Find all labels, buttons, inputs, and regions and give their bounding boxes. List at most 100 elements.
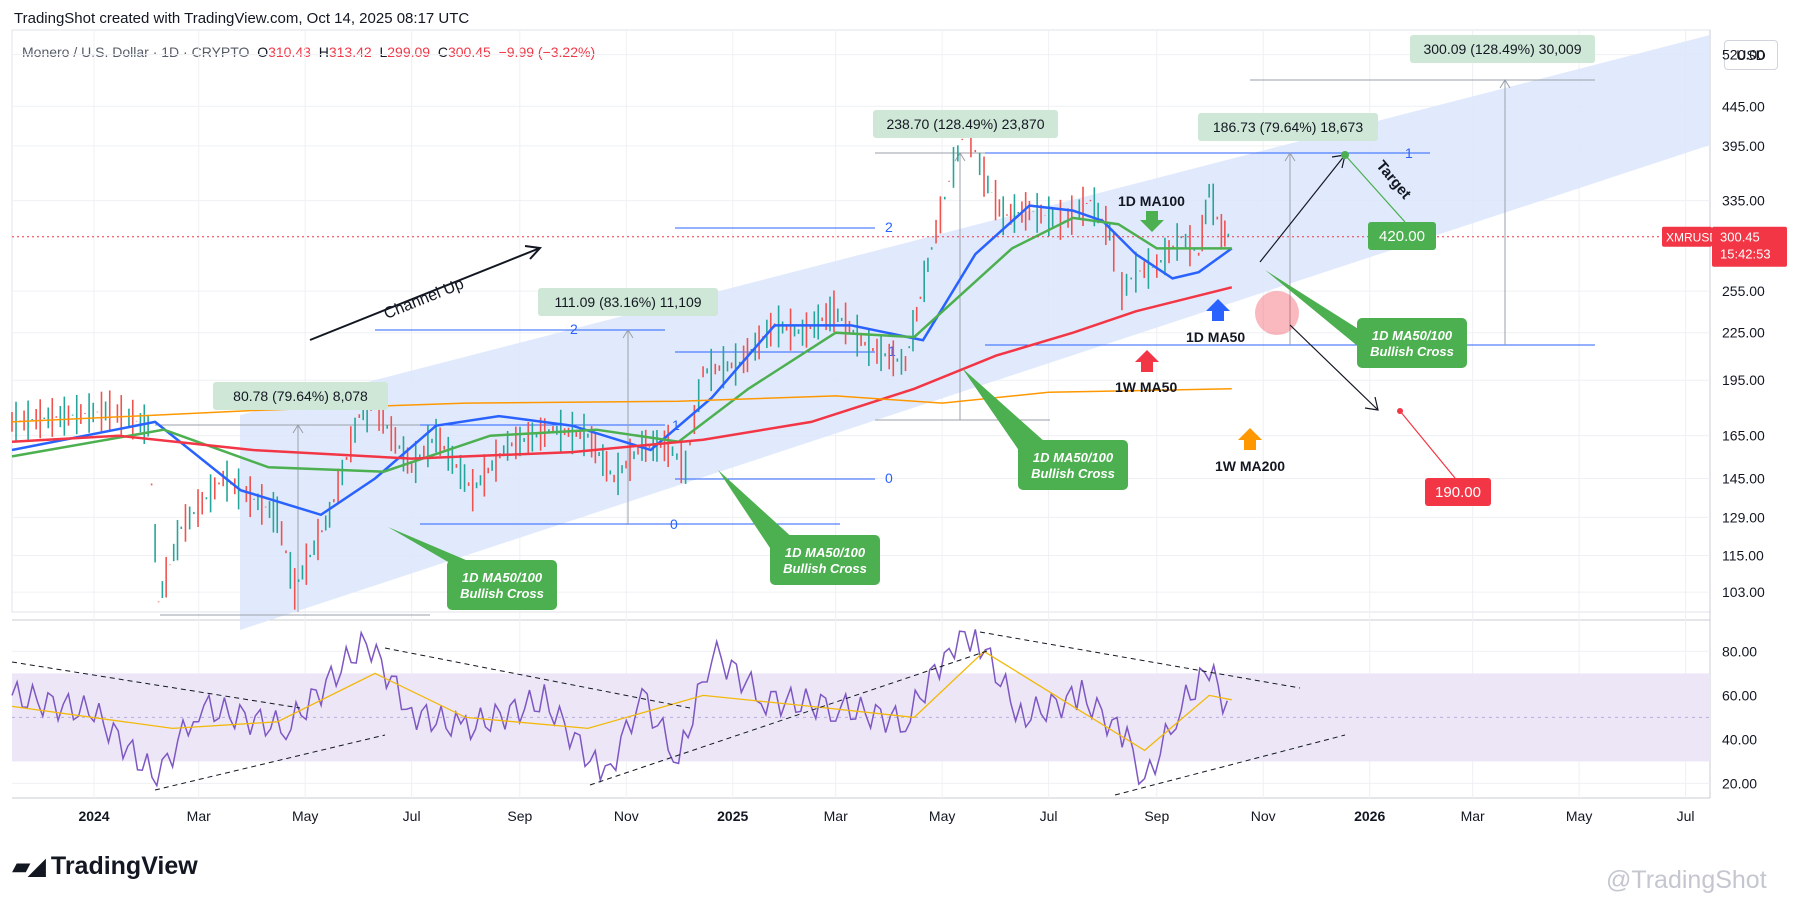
rsi-trendline bbox=[384, 647, 691, 709]
bullish-cross-2-subtitle: Bullish Cross bbox=[783, 561, 867, 576]
x-tick-label: Jul bbox=[1040, 808, 1058, 824]
target-190-label-bg bbox=[1425, 478, 1491, 506]
channel-up-band bbox=[240, 35, 1710, 630]
ma50-1d-arrow-icon bbox=[1206, 299, 1230, 321]
ma100-1d-line bbox=[11, 216, 1232, 473]
open-value: 310.43 bbox=[268, 44, 311, 60]
last-price-countdown: 15:42:53 bbox=[1720, 247, 1771, 262]
high-label: H bbox=[318, 44, 329, 60]
x-tick-label: Mar bbox=[824, 808, 848, 824]
target-190-label: 190.00 bbox=[1435, 484, 1481, 501]
x-tick-label: May bbox=[929, 808, 955, 824]
high-value: 313.42 bbox=[328, 44, 372, 60]
x-tick-label: 2025 bbox=[717, 808, 748, 824]
last-price-value: 300.45 bbox=[1720, 230, 1760, 245]
low-label: L bbox=[379, 44, 388, 60]
red-target-line bbox=[1399, 410, 1456, 479]
low-value: 299.09 bbox=[387, 44, 431, 60]
y-tick-label: 103.00 bbox=[1722, 584, 1765, 600]
measure-arrow-head bbox=[1499, 79, 1511, 89]
measure-label-238: 238.70 (128.49%) 23,870 bbox=[886, 116, 1044, 132]
rsi-y-tick-label: 60.00 bbox=[1722, 687, 1757, 703]
y-tick-label: 395.00 bbox=[1722, 138, 1765, 154]
symbol-tag-bg bbox=[1662, 226, 1712, 247]
x-tick-label: Jul bbox=[1677, 808, 1695, 824]
ma50-1d-label: 1D MA50 bbox=[1186, 329, 1245, 345]
rsi-trendline bbox=[1114, 734, 1346, 796]
open-label: O bbox=[257, 44, 269, 60]
fib-level-label: 0 bbox=[885, 470, 893, 486]
ma200-1w-arrow-icon bbox=[1238, 428, 1262, 450]
close-value: 300.45 bbox=[447, 44, 491, 60]
bullish-cross-1-pointer bbox=[388, 527, 480, 566]
watermark: @TradingShot bbox=[1606, 866, 1767, 894]
ma50-1w-arrow-icon bbox=[1135, 350, 1159, 372]
fib-level-label: 2 bbox=[885, 219, 893, 235]
measure-label-111: 111.09 (83.16%) 11,109 bbox=[554, 294, 701, 310]
x-tick-label: Mar bbox=[1461, 808, 1485, 824]
currency-button[interactable]: USD bbox=[1724, 40, 1778, 70]
created-line: TradingShot created with TradingView.com… bbox=[14, 10, 470, 27]
ma50-1w-label: 1W MA50 bbox=[1115, 379, 1177, 395]
x-tick-label: Sep bbox=[507, 808, 532, 824]
rsi-ma-line bbox=[11, 650, 1232, 752]
symbol-legend[interactable]: Monero / U.S. Dollar · 1D · CRYPTO O310.… bbox=[22, 44, 595, 60]
close-label: C bbox=[437, 44, 448, 60]
rsi-y-tick-label: 40.00 bbox=[1722, 731, 1757, 747]
measure-arrow-head bbox=[292, 424, 304, 434]
fib-level-label: 0 bbox=[670, 516, 678, 532]
x-tick-label: May bbox=[1566, 808, 1592, 824]
support-circle bbox=[1255, 291, 1299, 335]
tradingview-logo[interactable]: ▰◢ TradingView bbox=[12, 852, 198, 881]
target-420-label-bg bbox=[1368, 222, 1436, 250]
x-tick-label: Mar bbox=[187, 808, 211, 824]
ma50-1d-line bbox=[11, 204, 1233, 517]
bullish-cross-2-bg bbox=[770, 535, 880, 585]
last-price-tag-bg bbox=[1712, 226, 1787, 267]
fib-level-label: 2 bbox=[570, 321, 578, 337]
measure-label-186-bg bbox=[1198, 113, 1378, 141]
measure-label-80: 80.78 (79.64%) 8,078 bbox=[233, 388, 368, 404]
bullish-cross-3-pointer bbox=[962, 368, 1045, 452]
bullish-cross-2-pointer bbox=[718, 470, 795, 548]
channel-up-arrow bbox=[309, 247, 541, 341]
y-tick-label: 195.00 bbox=[1722, 372, 1765, 388]
bullish-cross-1-title: 1D MA50/100 bbox=[462, 570, 543, 585]
bullish-cross-3-bg bbox=[1018, 440, 1128, 490]
rsi-trendline bbox=[11, 661, 301, 709]
tradingview-logo-icon: ▰◢ bbox=[12, 853, 46, 880]
bullish-cross-2-title: 1D MA50/100 bbox=[785, 545, 866, 560]
measure-arrow-head bbox=[1284, 152, 1296, 162]
y-tick-label: 129.00 bbox=[1722, 509, 1765, 525]
change-value: −9.99 (−3.22%) bbox=[498, 44, 596, 60]
rsi-trendline bbox=[154, 734, 386, 791]
bullish-cross-4-title: 1D MA50/100 bbox=[1372, 328, 1453, 343]
measure-arrow-head bbox=[622, 329, 634, 339]
target-arrow bbox=[1259, 154, 1346, 263]
y-tick-label: 115.00 bbox=[1722, 547, 1764, 563]
bullish-cross-4-subtitle: Bullish Cross bbox=[1370, 344, 1454, 359]
y-tick-label: 165.00 bbox=[1722, 428, 1765, 444]
y-tick-label: 445.00 bbox=[1722, 98, 1765, 114]
rsi-line bbox=[11, 629, 1229, 788]
symbol-name[interactable]: Monero / U.S. Dollar · 1D · CRYPTO bbox=[22, 44, 250, 60]
ma100-label: 1D MA100 bbox=[1118, 193, 1185, 209]
bullish-cross-3-subtitle: Bullish Cross bbox=[1031, 466, 1115, 481]
rsi-y-tick-label: 80.00 bbox=[1722, 643, 1757, 659]
bullish-cross-4-pointer bbox=[1265, 270, 1360, 348]
measure-label-238-bg bbox=[873, 110, 1058, 138]
x-tick-label: Nov bbox=[1251, 808, 1276, 824]
x-tick-label: May bbox=[292, 808, 318, 824]
y-tick-label: 255.00 bbox=[1722, 283, 1765, 299]
fib-level-label: 1 bbox=[672, 417, 680, 433]
measure-arrow-head bbox=[954, 152, 966, 162]
x-tick-label: Jul bbox=[403, 808, 421, 824]
measure-label-186: 186.73 (79.64%) 18,673 bbox=[1213, 119, 1363, 135]
down-arrow-head bbox=[1364, 396, 1379, 411]
y-tick-label: 225.00 bbox=[1722, 325, 1765, 341]
target-420-label: 420.00 bbox=[1379, 228, 1425, 245]
ma50-1w-line bbox=[11, 286, 1233, 460]
measure-label-300-bg bbox=[1410, 35, 1595, 63]
